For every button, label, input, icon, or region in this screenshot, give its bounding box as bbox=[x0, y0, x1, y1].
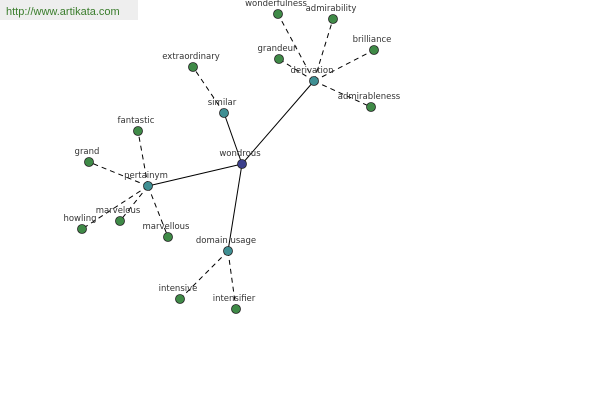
edge bbox=[241, 80, 315, 165]
node bbox=[133, 126, 143, 136]
dashed-edge bbox=[227, 250, 237, 310]
node bbox=[369, 45, 379, 55]
dashed-edge bbox=[277, 13, 315, 82]
node bbox=[309, 76, 319, 86]
edge bbox=[227, 163, 243, 252]
dashed-edge bbox=[81, 185, 149, 230]
node-label: intensive bbox=[159, 284, 198, 294]
node bbox=[231, 304, 241, 314]
node bbox=[237, 159, 247, 169]
node bbox=[84, 157, 94, 167]
dashed-edge bbox=[179, 250, 229, 300]
site-url[interactable]: http://www.artikata.com bbox=[6, 6, 120, 18]
edges bbox=[81, 13, 375, 310]
dashed-edge bbox=[192, 66, 225, 114]
edge bbox=[223, 112, 243, 165]
node bbox=[328, 14, 338, 24]
node bbox=[219, 108, 229, 118]
dashed-edge bbox=[313, 18, 334, 82]
node-label: marvellous bbox=[143, 222, 191, 232]
node-label: pertainym bbox=[124, 171, 168, 181]
node-label: admirability bbox=[306, 4, 357, 14]
node bbox=[77, 224, 87, 234]
node bbox=[273, 9, 283, 19]
node-label: marvelous bbox=[96, 206, 141, 216]
dashed-edge bbox=[313, 80, 372, 108]
node bbox=[163, 232, 173, 242]
dashed-edge bbox=[147, 185, 169, 238]
dashed-edge bbox=[313, 49, 375, 82]
node-label: wonderfulness bbox=[245, 0, 307, 9]
node-label: derivation bbox=[290, 66, 333, 76]
node bbox=[274, 54, 284, 64]
dashed-edge bbox=[88, 161, 149, 187]
node bbox=[175, 294, 185, 304]
node-label: grandeur bbox=[258, 44, 297, 54]
node bbox=[115, 216, 125, 226]
node-label: brilliance bbox=[353, 35, 392, 45]
edge bbox=[147, 163, 243, 187]
nodes: wondrous similar extraordinary derivation wo… bbox=[63, 0, 401, 314]
dashed-edge bbox=[278, 58, 315, 82]
node-label: extraordinary bbox=[162, 52, 220, 62]
node bbox=[366, 102, 376, 112]
node bbox=[188, 62, 198, 72]
node-label: grand bbox=[75, 147, 100, 157]
node-label: admirableness bbox=[338, 92, 401, 102]
node-label: intensifier bbox=[213, 294, 256, 304]
node bbox=[223, 246, 233, 256]
node-label: wondrous bbox=[219, 149, 261, 159]
node-label: howling bbox=[63, 214, 96, 224]
node-label: similar bbox=[208, 98, 237, 108]
node-label: fantastic bbox=[118, 116, 155, 126]
dashed-edge bbox=[137, 130, 149, 187]
url-box bbox=[0, 0, 138, 20]
node-label: domain usage bbox=[196, 236, 256, 246]
dashed-edge bbox=[119, 185, 149, 222]
node bbox=[143, 181, 153, 191]
